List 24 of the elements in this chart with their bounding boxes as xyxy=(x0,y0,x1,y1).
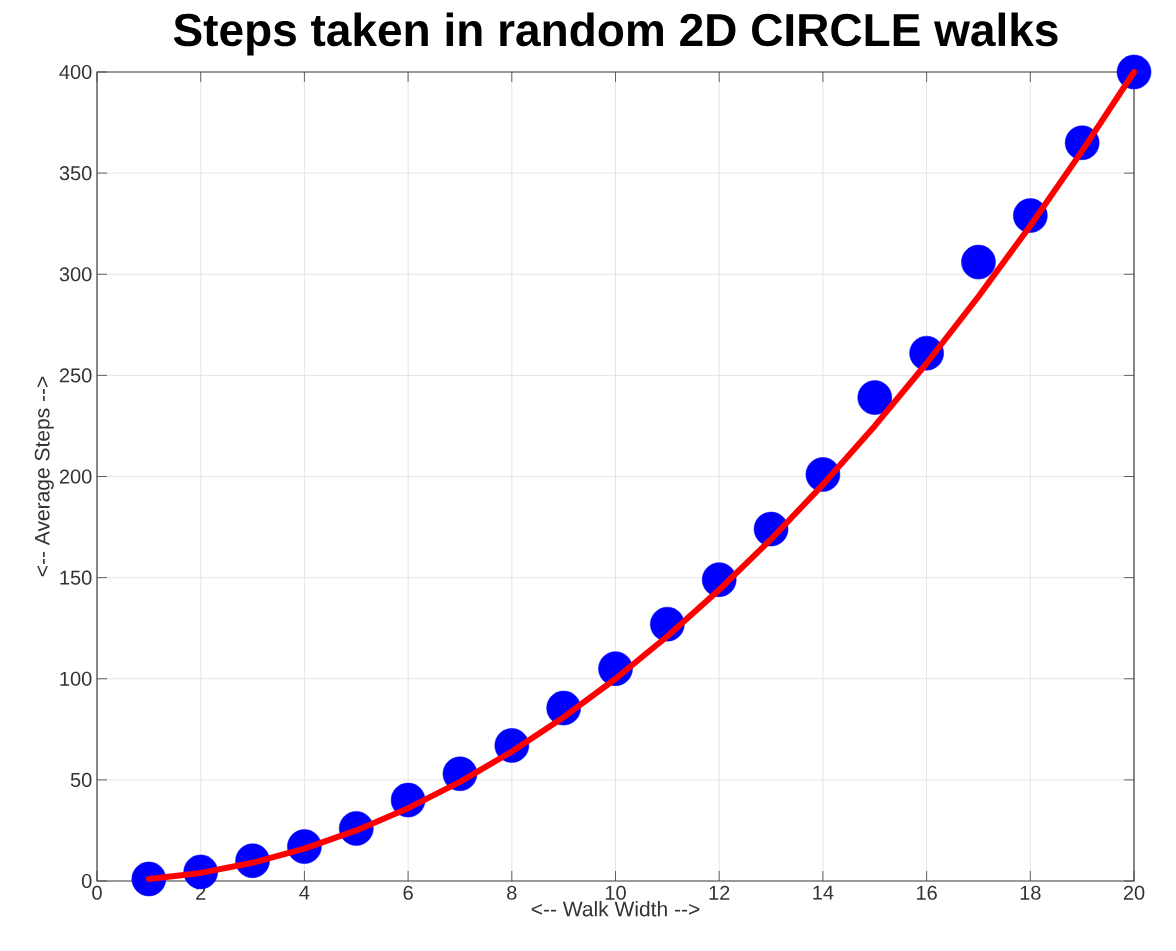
x-tick-label: 16 xyxy=(917,885,937,900)
chart-title: Steps taken in random 2D CIRCLE walks xyxy=(173,12,1058,56)
x-tick-label: 4 xyxy=(299,885,310,900)
x-tick-label: 10 xyxy=(605,885,626,900)
y-tick-label: 250 xyxy=(59,368,92,383)
x-tick-label: 18 xyxy=(1020,885,1041,900)
y-tick-label: 50 xyxy=(70,772,92,787)
x-tick-label: 20 xyxy=(1123,885,1145,900)
y-axis-title: <-- Average Steps --> xyxy=(34,376,54,577)
x-tick-label: 12 xyxy=(709,885,730,900)
x-tick-label: 8 xyxy=(507,885,517,900)
x-axis-title: <-- Walk Width --> xyxy=(531,901,700,917)
y-tick-label: 350 xyxy=(59,166,92,181)
point xyxy=(857,380,893,415)
x-tick-label: 6 xyxy=(403,885,413,900)
y-tick-label: 300 xyxy=(59,267,92,282)
point xyxy=(961,244,996,280)
y-tick-label: 200 xyxy=(59,469,92,484)
x-tick-label: 0 xyxy=(92,885,102,900)
x-tick-label: 14 xyxy=(813,885,834,900)
y-tick-label: 0 xyxy=(81,873,92,889)
y-tick-label: 400 xyxy=(59,64,92,80)
y-tick-label: 150 xyxy=(60,570,92,585)
y-tick-label: 100 xyxy=(60,671,92,686)
